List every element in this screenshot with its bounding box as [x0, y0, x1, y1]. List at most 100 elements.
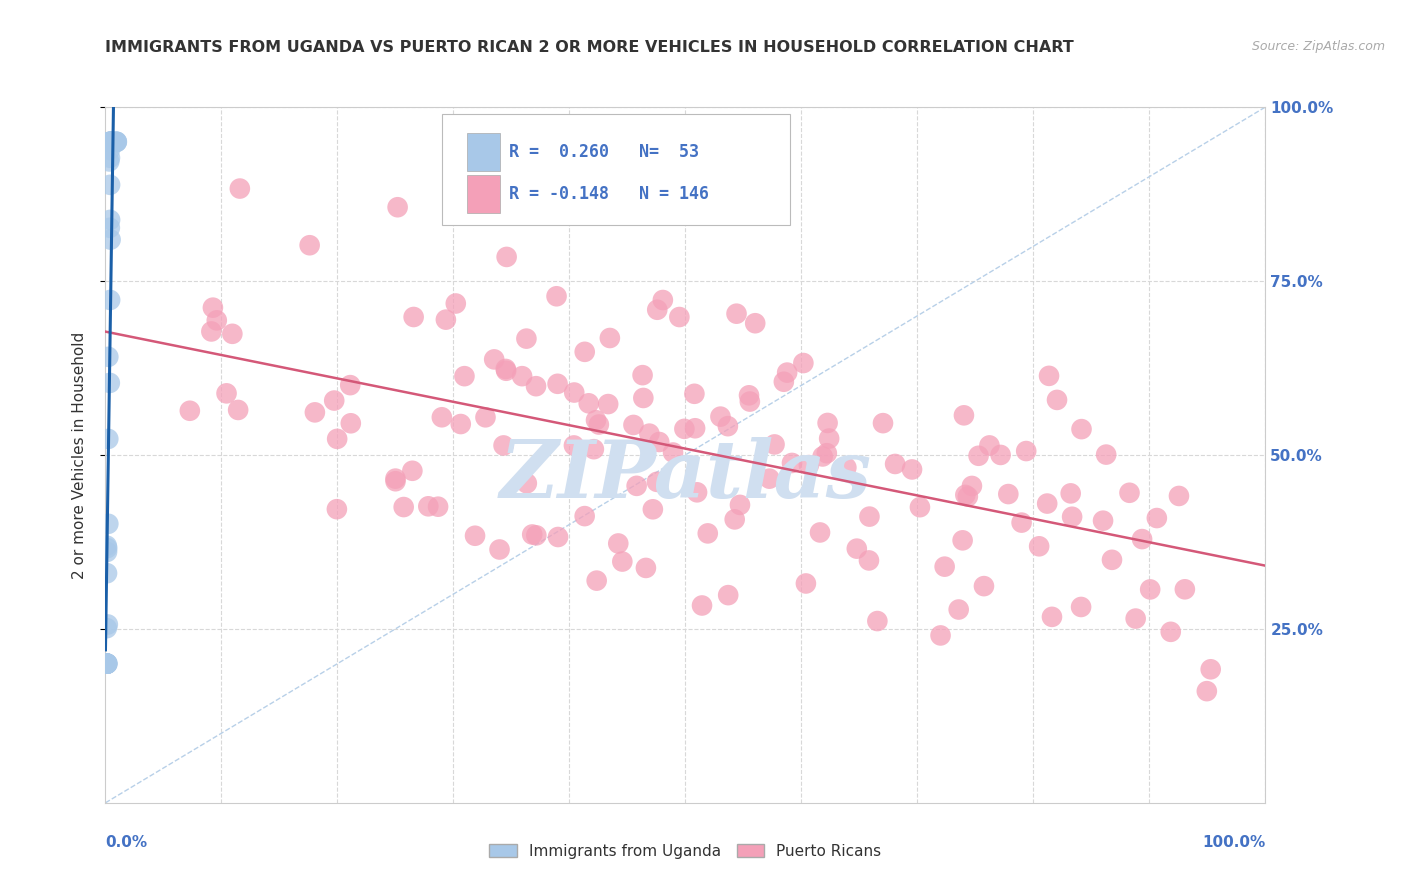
Point — [94, 657, 117, 671]
Point — [717, 419, 740, 434]
Point — [794, 576, 817, 591]
Point — [96, 541, 118, 555]
Point — [434, 312, 457, 326]
Point — [709, 409, 731, 424]
Point — [105, 135, 128, 149]
Point — [427, 500, 450, 514]
Point — [817, 416, 839, 430]
Point — [492, 438, 515, 452]
Point — [524, 379, 547, 393]
Point — [326, 432, 349, 446]
Point — [979, 438, 1001, 452]
Point — [948, 602, 970, 616]
Point — [105, 135, 128, 149]
Point — [562, 438, 585, 452]
Point — [97, 617, 120, 632]
Point — [683, 386, 706, 401]
Point — [515, 332, 537, 346]
Point — [495, 250, 517, 264]
Point — [772, 375, 794, 389]
Point — [1092, 514, 1115, 528]
Point — [384, 475, 406, 489]
Point — [724, 512, 747, 526]
Point — [997, 487, 1019, 501]
Point — [488, 542, 510, 557]
Point — [638, 426, 661, 441]
Text: 100.0%: 100.0% — [1202, 836, 1265, 850]
Point — [384, 472, 406, 486]
Point — [323, 393, 346, 408]
Point — [96, 657, 118, 671]
Point — [811, 450, 834, 464]
Point — [326, 502, 349, 516]
Point — [612, 555, 634, 569]
Point — [607, 186, 630, 201]
Point — [884, 457, 907, 471]
Point — [98, 143, 121, 157]
Point — [98, 135, 121, 149]
Point — [908, 500, 931, 515]
Point — [960, 479, 983, 493]
Point — [474, 410, 496, 425]
Point — [690, 599, 713, 613]
Point — [1168, 489, 1191, 503]
Point — [607, 536, 630, 550]
Point — [780, 456, 803, 470]
Point — [1130, 532, 1153, 546]
Point — [94, 657, 117, 671]
Text: R = -0.148   N = 146: R = -0.148 N = 146 — [509, 185, 709, 203]
Point — [623, 417, 645, 432]
Point — [464, 529, 486, 543]
Point — [98, 293, 121, 307]
Point — [973, 579, 995, 593]
Point — [645, 475, 668, 489]
Point — [205, 313, 228, 327]
Point — [578, 396, 600, 410]
Point — [818, 432, 841, 446]
Point — [179, 403, 201, 417]
Point — [835, 460, 858, 475]
Point — [546, 289, 568, 303]
Point — [633, 391, 655, 405]
Text: IMMIGRANTS FROM UGANDA VS PUERTO RICAN 2 OR MORE VEHICLES IN HOUSEHOLD CORRELATI: IMMIGRANTS FROM UGANDA VS PUERTO RICAN 2… — [105, 40, 1074, 55]
Point — [101, 135, 124, 149]
Y-axis label: 2 or more Vehicles in Household: 2 or more Vehicles in Household — [72, 331, 87, 579]
Point — [696, 526, 718, 541]
Point — [1036, 497, 1059, 511]
Point — [934, 559, 956, 574]
Point — [101, 135, 124, 149]
Point — [1125, 611, 1147, 625]
Point — [104, 135, 127, 149]
Point — [645, 302, 668, 317]
Point — [96, 657, 118, 671]
Point — [1040, 610, 1063, 624]
Point — [444, 296, 467, 310]
Point — [98, 135, 121, 149]
Point — [858, 553, 880, 567]
Point — [98, 151, 121, 165]
Point — [226, 403, 249, 417]
Bar — [467, 133, 501, 171]
Point — [1062, 509, 1084, 524]
Point — [845, 541, 868, 556]
Point — [673, 422, 696, 436]
Point — [105, 135, 128, 149]
Point — [387, 200, 409, 214]
Point — [524, 528, 547, 542]
Text: R =  0.260   N=  53: R = 0.260 N= 53 — [509, 144, 699, 161]
Point — [725, 307, 748, 321]
Point — [662, 445, 685, 459]
Point — [728, 498, 751, 512]
Point — [1046, 392, 1069, 407]
Point — [339, 378, 361, 392]
Point — [668, 310, 690, 324]
Point — [582, 442, 605, 457]
Bar — [467, 175, 501, 213]
FancyBboxPatch shape — [441, 114, 790, 226]
Point — [641, 502, 664, 516]
Point — [97, 432, 120, 446]
Point — [96, 621, 118, 635]
Point — [1199, 662, 1222, 676]
Point — [952, 533, 974, 548]
Point — [683, 421, 706, 435]
